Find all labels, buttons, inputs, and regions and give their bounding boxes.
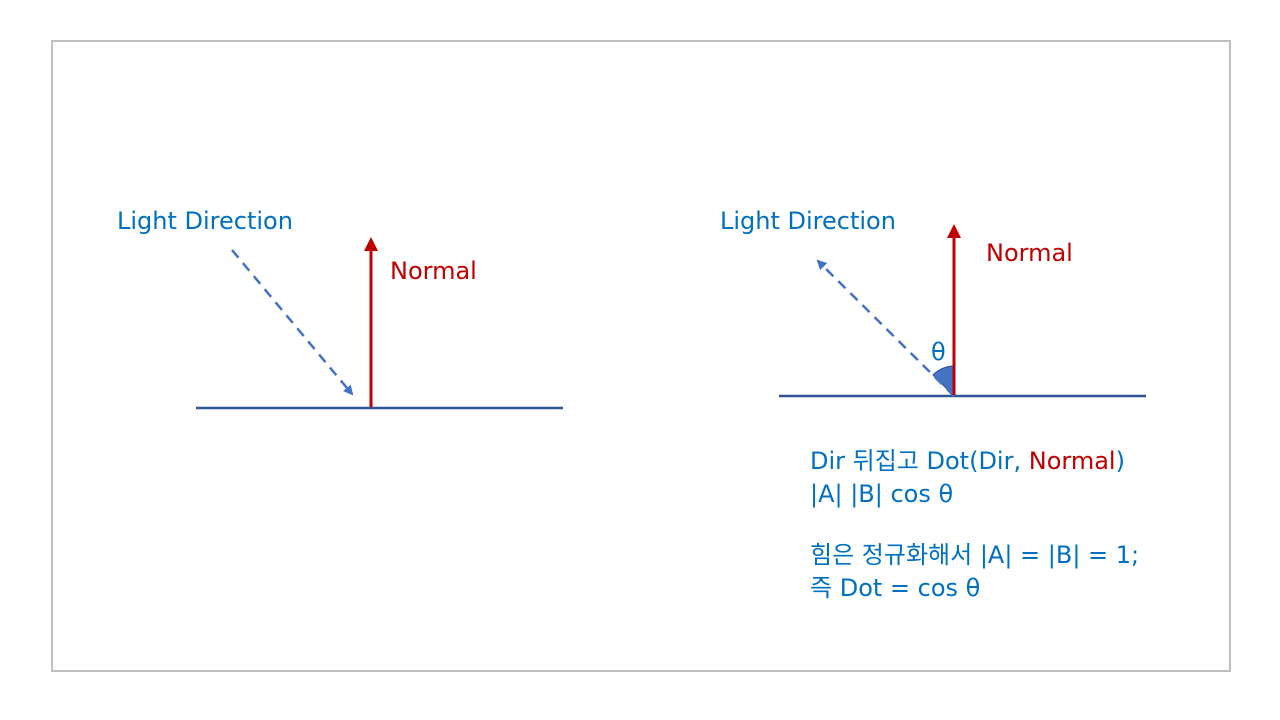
explanation-line-2: |A| |B| cos θ [810, 480, 954, 508]
left-light-direction-label: Light Direction [117, 207, 293, 235]
explanation-line-3: 힘은 정규화해서 |A| = |B| = 1; [810, 541, 1140, 569]
slide-frame [51, 40, 1231, 672]
right-normal-label: Normal [986, 239, 1073, 267]
explanation-dot-prefix: Dir 뒤집고 Dot(Dir, [810, 447, 1029, 475]
explanation-dot-suffix: ) [1115, 447, 1125, 475]
right-light-direction-arrow [816, 259, 955, 397]
left-light-direction-arrow [231, 249, 354, 396]
explanation-line-4: 즉 Dot = cos θ [810, 574, 981, 602]
explanation-normal-word: Normal [1028, 447, 1116, 475]
angle-theta-label: θ [931, 338, 946, 366]
right-light-direction-label: Light Direction [720, 207, 896, 235]
explanation-line-1: Dir 뒤집고 Dot(Dir, Normal) [810, 449, 1125, 473]
left-normal-label: Normal [390, 257, 477, 285]
